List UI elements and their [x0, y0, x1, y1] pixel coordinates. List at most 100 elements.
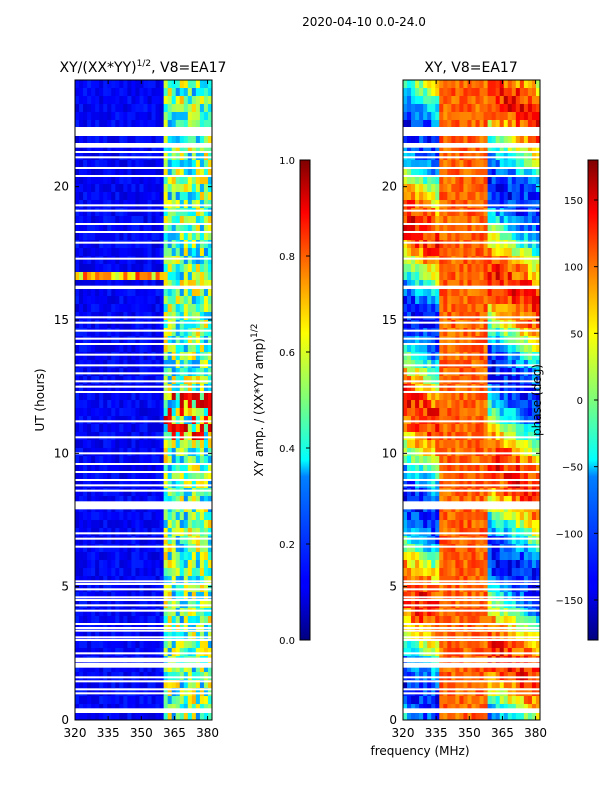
panel2-cell	[519, 456, 525, 465]
panel1-cell	[155, 560, 161, 569]
panel2-cell	[403, 112, 408, 121]
panel1-cell	[187, 184, 193, 193]
panel2-cell	[503, 232, 509, 241]
panel1-cell	[131, 264, 137, 273]
panel1-cell	[123, 640, 128, 649]
panel1-cell	[131, 88, 137, 97]
panel2-cell	[519, 120, 525, 129]
panel1-cell	[179, 224, 185, 233]
panel2-cell	[487, 104, 493, 113]
panel2-cell	[443, 432, 448, 441]
panel2-cell	[503, 192, 509, 201]
panel1-cell	[119, 280, 124, 289]
panel2-cell	[431, 184, 436, 193]
panel2-cell	[411, 304, 416, 313]
panel2-cell	[439, 400, 444, 409]
panel2-cell	[527, 152, 533, 161]
panel2-cell	[519, 512, 525, 521]
panel2-cell	[403, 152, 408, 161]
panel1-cell	[83, 520, 88, 529]
panel2-cell	[519, 376, 525, 385]
panel1-cell	[79, 376, 84, 385]
panel2-cell	[527, 472, 533, 481]
panel2-cell	[483, 248, 489, 257]
panel1-cell	[139, 320, 145, 329]
panel1-cell	[103, 432, 108, 441]
panel1-cell	[91, 320, 96, 329]
panel1-cell	[135, 288, 141, 297]
panel1-cell	[147, 200, 153, 209]
panel1-cell	[123, 264, 128, 273]
panel1-cell	[135, 648, 141, 657]
panel1-cell	[163, 680, 169, 689]
panel1-cell	[175, 104, 181, 113]
panel1-cell	[175, 344, 181, 353]
panel1-cell	[183, 424, 189, 433]
panel1-cell	[163, 552, 169, 561]
panel2-cell	[491, 472, 497, 481]
panel2-cell	[515, 344, 521, 353]
panel2-cell	[535, 288, 540, 297]
panel1-cell	[143, 704, 149, 713]
panel2-cell	[463, 520, 469, 529]
panel1-cell	[151, 360, 157, 369]
panel1-cell	[167, 104, 173, 113]
panel2-cell	[499, 448, 505, 457]
panel2-cell	[471, 312, 477, 321]
panel2-cell	[491, 480, 497, 489]
panel2-cell	[451, 192, 456, 201]
panel2-cell	[411, 344, 416, 353]
panel2-cell	[403, 232, 408, 241]
panel2-cell	[495, 432, 501, 441]
panel2-cell	[471, 200, 477, 209]
panel2-cell	[443, 520, 448, 529]
panel2-cell	[511, 280, 517, 289]
panel1-cell	[207, 112, 212, 121]
panel2-cell	[435, 248, 440, 257]
panel1-cell	[155, 480, 161, 489]
panel2-cell	[443, 344, 448, 353]
panel1-cell	[115, 392, 120, 401]
panel1-cell	[75, 448, 80, 457]
panel1-cell	[115, 320, 120, 329]
panel1-cell	[143, 680, 149, 689]
panel1-cell	[159, 352, 165, 361]
panel1-cell	[131, 80, 137, 89]
panel1-cell	[127, 416, 133, 425]
panel1-cell	[191, 536, 197, 545]
panel1-cell	[203, 144, 209, 153]
panel1-cell	[183, 304, 189, 313]
panel1-cell	[159, 632, 165, 641]
panel2-cell	[455, 160, 461, 169]
panel1-cell	[147, 336, 153, 345]
panel1-cell	[87, 440, 92, 449]
panel1-cell	[199, 112, 205, 121]
panel1-cell	[115, 152, 120, 161]
panel1-cell	[99, 536, 104, 545]
panel1-cell	[75, 608, 80, 617]
panel2-cell	[519, 464, 525, 473]
panel2-cell	[515, 568, 521, 577]
panel1-cell	[111, 232, 116, 241]
panel2-cell	[507, 272, 513, 281]
panel2-cell	[519, 304, 525, 313]
panel1-cell	[167, 312, 173, 321]
panel2-cell	[427, 144, 432, 153]
panel2-cell	[431, 88, 436, 97]
panel1-cell	[159, 440, 165, 449]
panel2-cell	[523, 264, 529, 273]
panel2-cell	[475, 352, 481, 361]
panel1-cell	[155, 280, 161, 289]
panel1-cell	[159, 256, 165, 265]
panel1-cell	[123, 336, 128, 345]
panel1-cell	[195, 568, 201, 577]
panel2-cell	[407, 464, 412, 473]
panel1-cell	[119, 200, 124, 209]
panel1-cell	[87, 104, 92, 113]
panel1-cell	[167, 184, 173, 193]
panel1-cell	[167, 464, 173, 473]
panel2-cell	[499, 200, 505, 209]
panel1-cell	[95, 192, 100, 201]
panel2-cell	[467, 200, 473, 209]
panel1-cell	[155, 568, 161, 577]
